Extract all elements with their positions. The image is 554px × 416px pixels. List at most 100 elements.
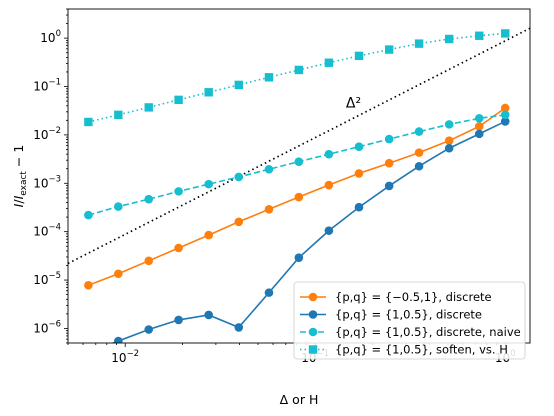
y-tick-base: 10 — [33, 321, 48, 335]
data-point — [500, 117, 510, 126]
data-point — [204, 179, 213, 189]
data-point — [144, 256, 154, 266]
data-point — [475, 31, 484, 40]
data-point — [174, 315, 183, 325]
data-point — [84, 210, 93, 220]
legend-items: {p,q} = {−0.5,1}, discrete {p,q} = {1,0.5… — [300, 290, 521, 357]
y-tick-label: 10−5 — [33, 271, 61, 287]
data-point — [384, 45, 394, 54]
data-point — [204, 310, 213, 320]
legend-label: {p,q} = {1,0.5}, discrete, naive — [335, 325, 521, 339]
y-tick-exp: −5 — [48, 271, 61, 281]
y-tick-label: 10−3 — [33, 174, 61, 190]
reference-line-label: Δ² — [346, 96, 361, 112]
data-point — [324, 180, 334, 190]
data-point — [264, 73, 274, 82]
data-point — [144, 325, 154, 334]
y-tick-exp: −4 — [48, 223, 61, 233]
data-point — [474, 114, 484, 123]
data-point — [500, 103, 510, 113]
data-point — [114, 336, 123, 343]
data-point — [84, 117, 93, 127]
data-point — [174, 95, 183, 105]
data-point — [354, 169, 364, 178]
data-point — [414, 39, 424, 48]
data-point — [234, 323, 244, 332]
y-label-i2: I — [11, 195, 26, 199]
data-point — [414, 148, 424, 157]
data-point — [264, 164, 274, 174]
legend-marker — [308, 327, 318, 337]
y-label-i: I — [11, 203, 26, 207]
data-point — [204, 230, 213, 240]
y-tick-base: 10 — [33, 273, 48, 287]
y-tick-label: 10−1 — [33, 78, 61, 94]
data-point — [174, 187, 183, 196]
data-point — [144, 194, 154, 204]
y-tick-exp: −3 — [48, 174, 61, 184]
data-point — [204, 88, 213, 97]
y-tick-exp: −1 — [48, 78, 61, 88]
data-point — [444, 34, 454, 44]
data-point — [84, 349, 93, 358]
data-point — [414, 161, 424, 171]
y-tick-label: 10−4 — [33, 223, 61, 239]
y-axis-label-group: I/Iexact − 1 — [11, 145, 29, 208]
data-point — [324, 149, 334, 159]
y-label-slash: / — [11, 199, 26, 204]
data-point — [414, 127, 424, 136]
legend-label: {p,q} = {−0.5,1}, discrete — [335, 290, 492, 304]
data-point — [324, 58, 334, 67]
data-point — [264, 204, 274, 214]
y-tick-exp: −6 — [48, 319, 61, 329]
y-tick-label: 100 — [40, 29, 61, 45]
data-point — [444, 120, 454, 129]
data-point — [294, 192, 304, 202]
reference-line — [68, 27, 530, 265]
data-point — [114, 110, 123, 120]
data-point — [444, 143, 454, 153]
x-tick-base: 10 — [111, 351, 126, 365]
annotation-layer: Δ² — [346, 96, 361, 112]
data-point — [384, 158, 394, 168]
y-tick-label: 10−6 — [33, 319, 61, 335]
data-point — [384, 181, 394, 191]
data-point — [474, 122, 484, 131]
data-point — [264, 288, 274, 297]
series-2 — [84, 110, 510, 220]
y-tick-exp: 0 — [56, 29, 61, 39]
series-3 — [84, 29, 510, 127]
series-1 — [84, 117, 510, 358]
data-layer — [68, 27, 530, 358]
data-point — [444, 136, 454, 145]
data-point — [354, 51, 364, 61]
legend-marker — [308, 310, 318, 319]
y-tick-base: 10 — [33, 176, 48, 190]
y-tick-base: 10 — [33, 128, 48, 142]
y-axis-label: I/Iexact − 1 — [11, 145, 29, 208]
legend-box — [293, 281, 526, 360]
data-point — [84, 280, 93, 290]
data-point — [324, 226, 334, 235]
legend-label: {p,q} = {1,0.5}, soften, vs. H — [335, 343, 508, 357]
series-0 — [84, 103, 510, 290]
y-tick-label: 10−2 — [33, 126, 61, 142]
data-point — [144, 103, 153, 112]
data-point — [501, 29, 510, 38]
data-point — [500, 110, 510, 120]
data-point — [114, 269, 123, 279]
data-point — [114, 202, 123, 211]
data-point — [354, 142, 364, 152]
data-point — [354, 202, 364, 212]
legend-label: {p,q} = {1,0.5}, discrete — [335, 308, 482, 322]
data-point — [174, 243, 183, 253]
x-axis-label: Δ or H — [280, 392, 319, 407]
y-label-sub: exact — [19, 171, 29, 196]
y-tick-base: 10 — [33, 80, 48, 94]
data-point — [384, 134, 394, 144]
legend-marker — [308, 292, 318, 302]
y-tick-exp: −2 — [48, 126, 61, 136]
legend: {p,q} = {−0.5,1}, discrete {p,q} = {1,0.5… — [293, 281, 526, 360]
data-point — [294, 65, 304, 75]
data-point — [234, 80, 243, 90]
